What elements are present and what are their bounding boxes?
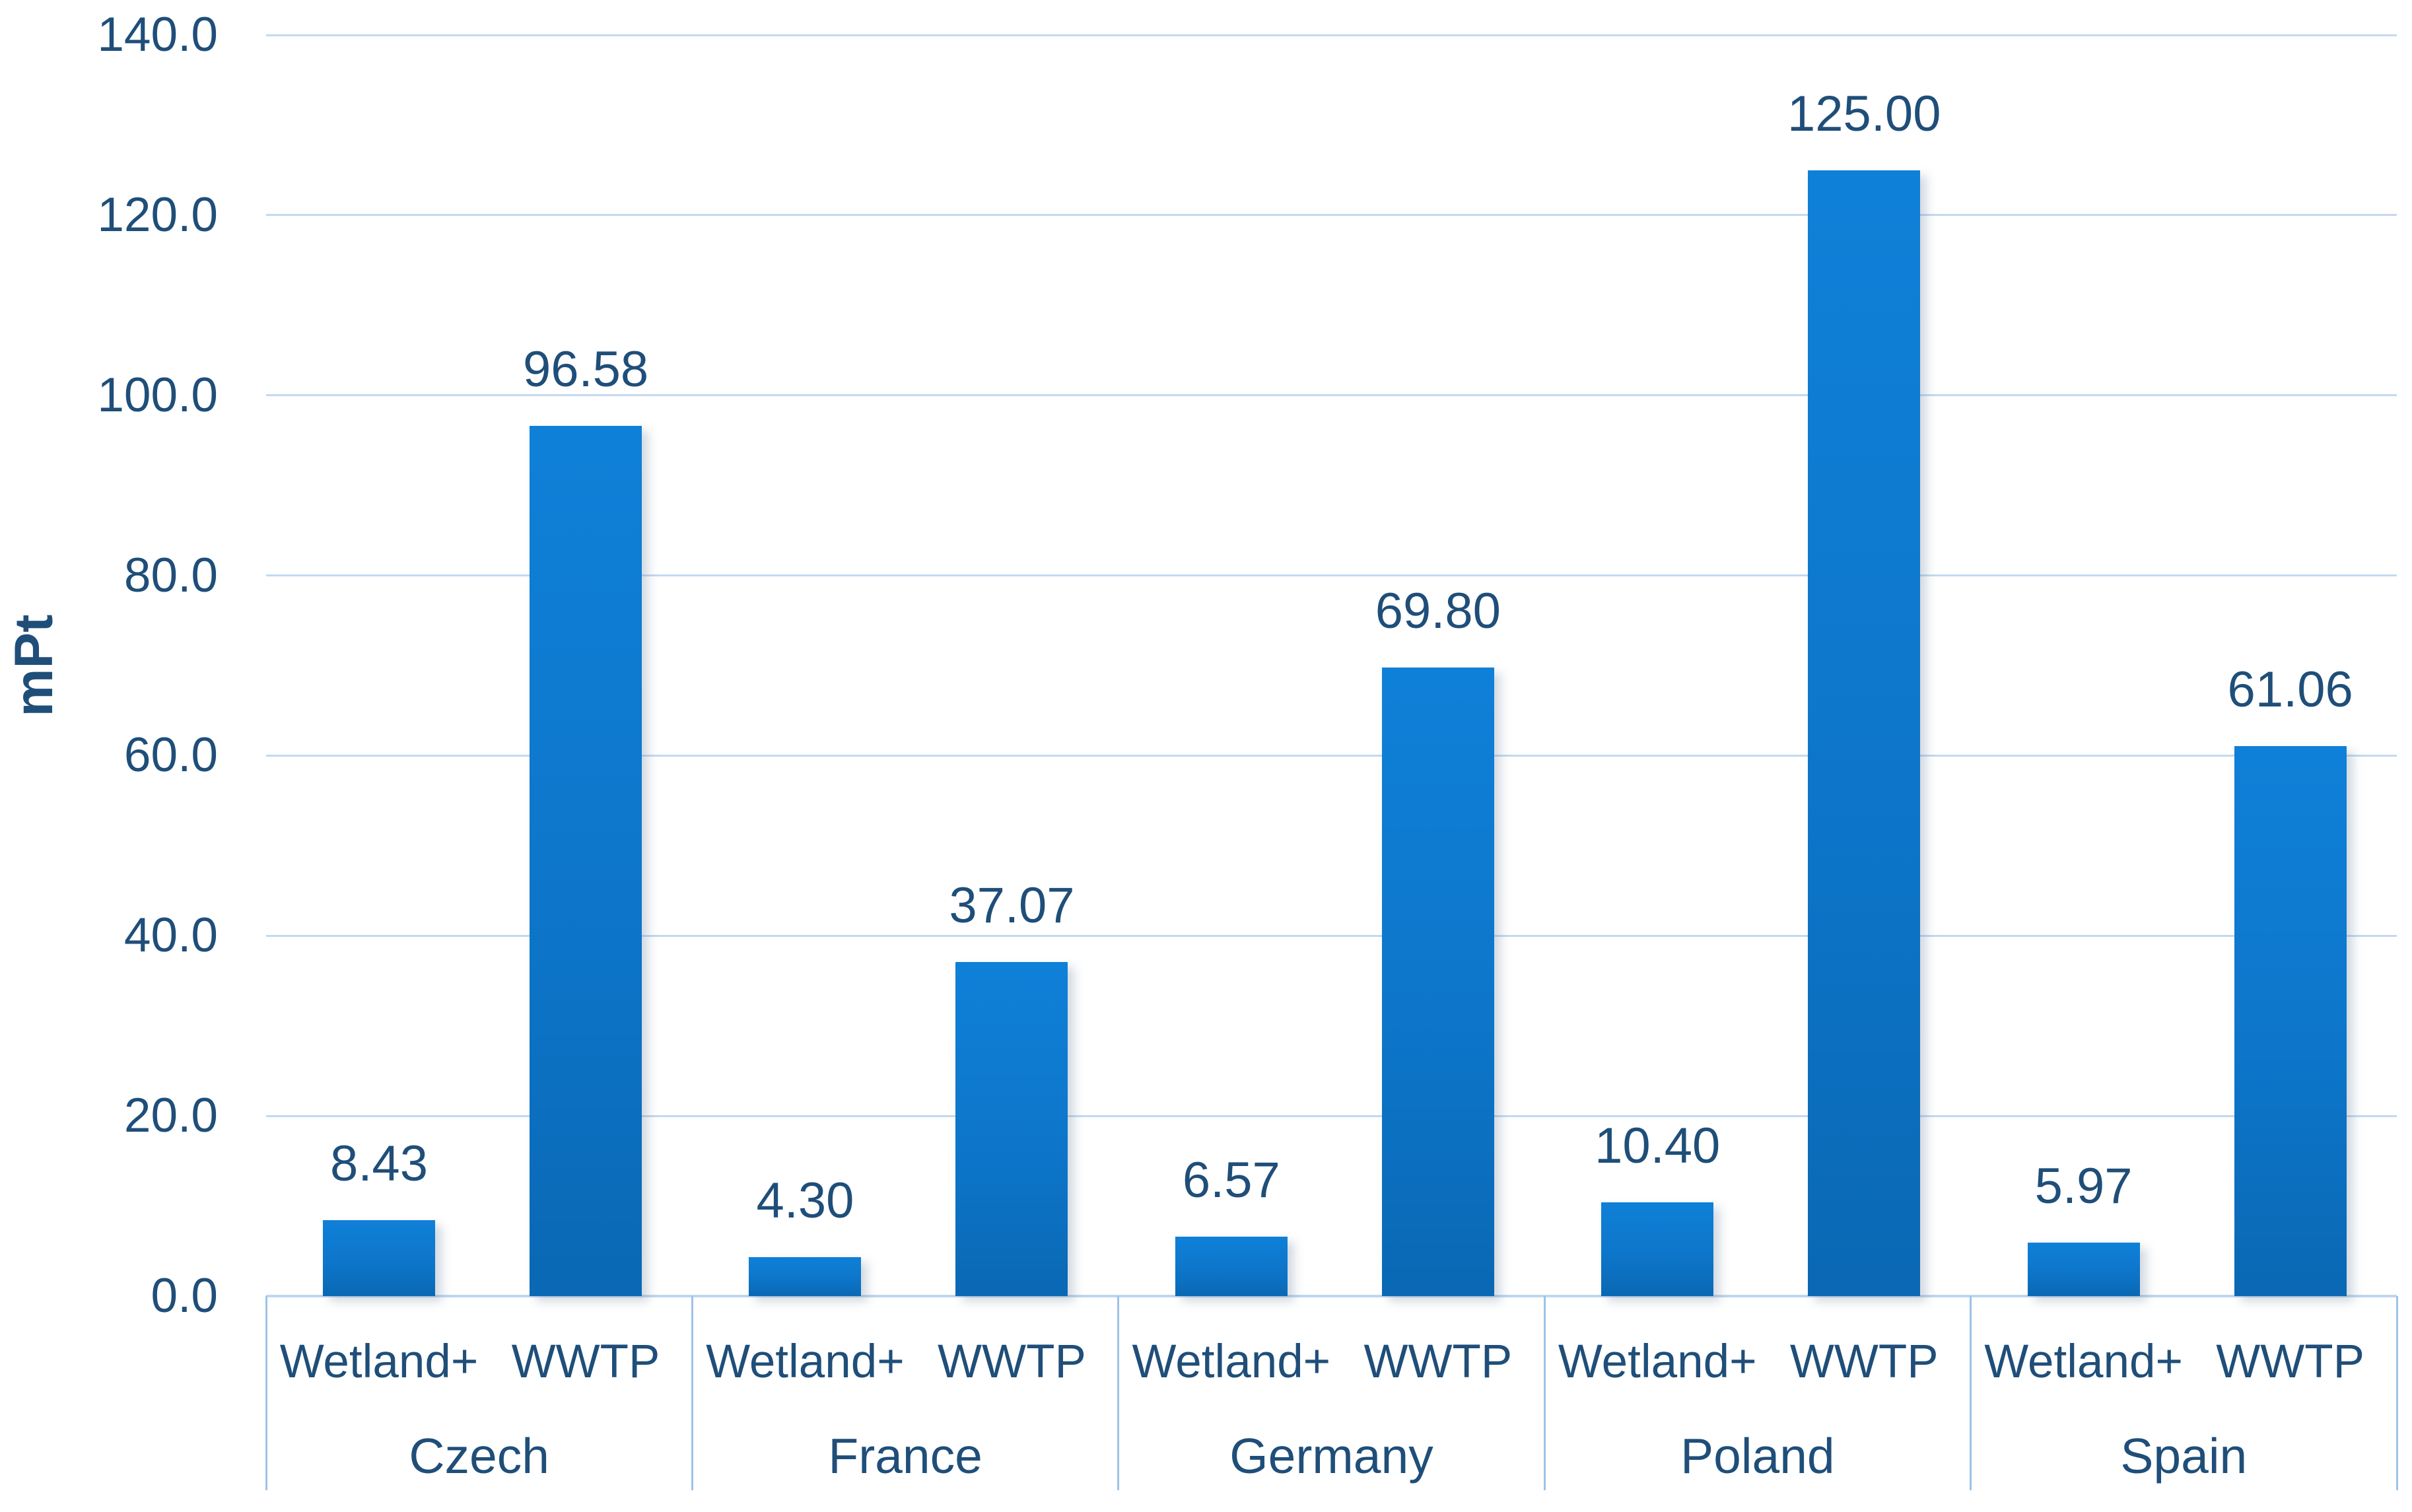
- bar-value-label: 10.40: [1595, 1118, 1721, 1175]
- category-label: France: [828, 1428, 982, 1484]
- bar-value-label: 8.43: [330, 1135, 428, 1192]
- bar: [1808, 170, 1921, 1296]
- y-tick-label: 40.0: [123, 909, 218, 963]
- bar-value-label: 125.00: [1787, 85, 1941, 142]
- category-divider: [1970, 1296, 1972, 1490]
- bar-value-label: 69.80: [1375, 582, 1501, 639]
- category-divider: [691, 1296, 693, 1490]
- series-tick-label: Wetland+: [1558, 1336, 1757, 1388]
- bar: [1381, 667, 1494, 1296]
- bar: [1601, 1202, 1714, 1296]
- series-tick-label: WWTP: [2216, 1336, 2365, 1388]
- bar: [323, 1220, 436, 1296]
- category-label: Germany: [1229, 1428, 1433, 1484]
- y-tick-label: 20.0: [123, 1089, 218, 1143]
- category-divider: [2395, 1296, 2398, 1490]
- category-label: Spain: [2120, 1428, 2248, 1484]
- series-tick-label: Wetland+: [706, 1336, 905, 1388]
- series-tick-label: Wetland+: [1984, 1336, 2183, 1388]
- series-tick-label: WWTP: [938, 1336, 1086, 1388]
- bar: [749, 1257, 862, 1296]
- bar-value-label: 5.97: [2034, 1157, 2133, 1214]
- bar-value-label: 61.06: [2227, 661, 2353, 718]
- series-tick-label: WWTP: [1789, 1336, 1939, 1388]
- category-label: Poland: [1680, 1428, 1835, 1484]
- bar: [2234, 745, 2347, 1296]
- bar: [2027, 1242, 2140, 1296]
- bar: [530, 426, 642, 1296]
- x-axis-line: [266, 1295, 2397, 1297]
- category-label: Czech: [409, 1428, 549, 1484]
- y-tick-label: 100.0: [97, 368, 218, 422]
- y-tick-label: 120.0: [97, 188, 218, 242]
- bar-value-label: 6.57: [1182, 1152, 1280, 1209]
- series-tick-label: WWTP: [511, 1336, 660, 1388]
- y-tick-label: 80.0: [123, 548, 218, 602]
- series-tick-label: Wetland+: [279, 1336, 479, 1388]
- bar-value-label: 96.58: [522, 341, 649, 398]
- bar: [1175, 1237, 1288, 1296]
- series-tick-label: Wetland+: [1132, 1336, 1331, 1388]
- y-gridline: [266, 34, 2397, 36]
- y-gridline: [266, 214, 2397, 217]
- series-tick-label: WWTP: [1363, 1336, 1513, 1388]
- bar: [955, 962, 1068, 1296]
- category-divider: [1117, 1296, 1120, 1490]
- y-tick-label: 140.0: [97, 8, 218, 61]
- bar-value-label: 4.30: [756, 1173, 854, 1229]
- y-tick-label: 0.0: [151, 1269, 218, 1323]
- y-tick-label: 60.0: [123, 728, 218, 782]
- category-divider: [1543, 1296, 1546, 1490]
- bar-value-label: 37.07: [949, 877, 1075, 934]
- category-divider: [265, 1296, 267, 1490]
